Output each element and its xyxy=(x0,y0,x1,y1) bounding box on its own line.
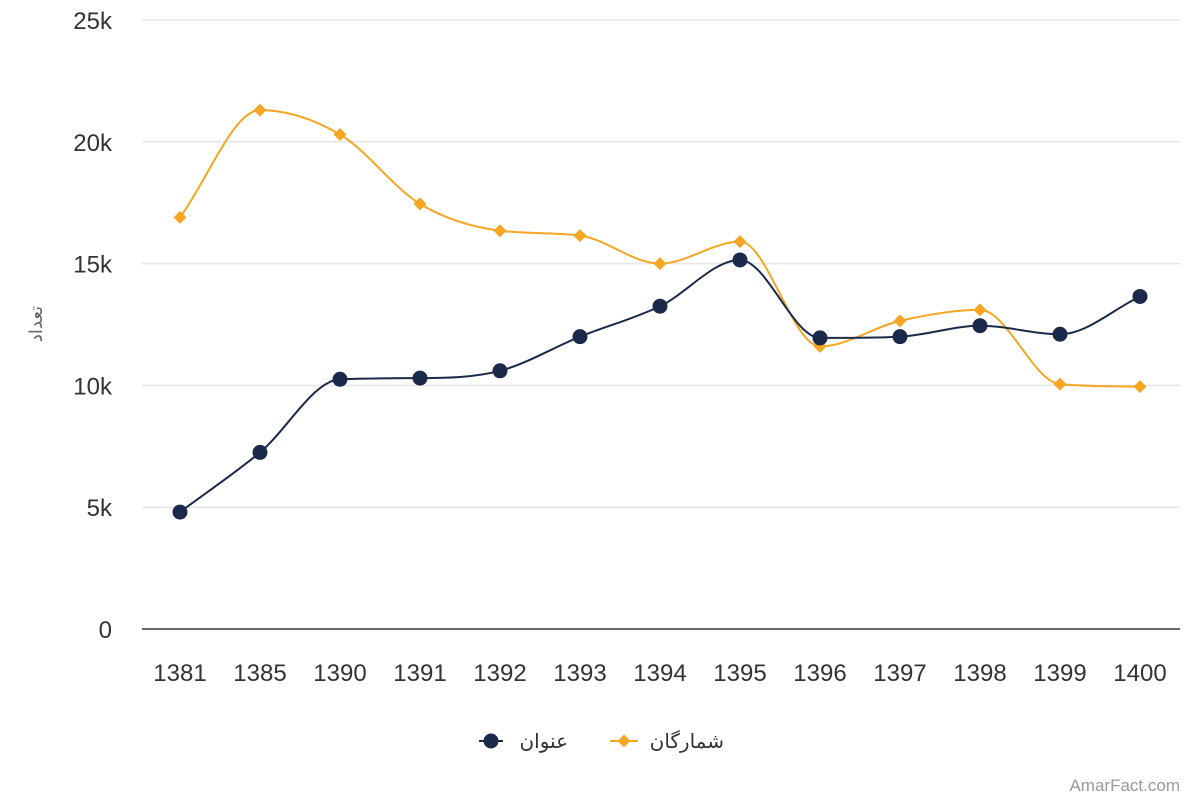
data-point[interactable] xyxy=(653,257,667,271)
data-point[interactable] xyxy=(893,314,907,328)
data-point[interactable] xyxy=(812,330,828,346)
y-tick-label: 10k xyxy=(73,373,113,400)
y-tick-label: 20k xyxy=(73,130,113,157)
x-tick-label: 1396 xyxy=(793,660,846,687)
data-point[interactable] xyxy=(733,235,747,249)
x-tick-label: 1390 xyxy=(313,660,366,687)
data-point[interactable] xyxy=(573,229,587,243)
data-point[interactable] xyxy=(172,504,188,520)
legend-marker[interactable] xyxy=(617,734,631,748)
data-point[interactable] xyxy=(1053,377,1067,391)
y-tick-label: 15k xyxy=(73,252,113,279)
data-point[interactable] xyxy=(412,370,428,386)
series-line xyxy=(179,109,1141,388)
y-tick-label: 5k xyxy=(87,495,113,522)
x-tick-label: 1397 xyxy=(873,660,926,687)
y-axis-title: تعداد xyxy=(26,306,47,342)
data-point[interactable] xyxy=(492,363,508,379)
series-shomargan xyxy=(173,103,1147,394)
data-point[interactable] xyxy=(333,127,347,141)
legend-item-onvan[interactable]: عنوان xyxy=(479,729,568,753)
y-tick-label: 0 xyxy=(99,617,112,644)
credit-text[interactable]: AmarFact.com xyxy=(1069,776,1180,795)
data-point[interactable] xyxy=(173,210,187,224)
x-tick-label: 1393 xyxy=(553,660,606,687)
x-tick-label: 1381 xyxy=(153,660,206,687)
x-tick-label: 1385 xyxy=(233,660,286,687)
x-tick-label: 1398 xyxy=(953,660,1006,687)
x-tick-label: 1391 xyxy=(393,660,446,687)
data-point[interactable] xyxy=(332,371,348,387)
x-tick-label: 1392 xyxy=(473,660,526,687)
data-point[interactable] xyxy=(652,298,668,314)
data-point[interactable] xyxy=(892,329,908,345)
x-tick-label: 1395 xyxy=(713,660,766,687)
data-point[interactable] xyxy=(732,252,748,268)
data-point[interactable] xyxy=(572,329,588,345)
x-tick-label: 1400 xyxy=(1113,660,1166,687)
y-tick-label: 25k xyxy=(73,8,113,35)
data-point[interactable] xyxy=(252,444,268,460)
series-layer xyxy=(172,103,1148,520)
legend-marker[interactable] xyxy=(483,733,499,749)
x-tick-label: 1394 xyxy=(633,660,686,687)
data-point[interactable] xyxy=(973,303,987,317)
data-point[interactable] xyxy=(1132,288,1148,304)
x-tick-label: 1399 xyxy=(1033,660,1086,687)
data-point[interactable] xyxy=(1052,326,1068,342)
legend-label: عنوان xyxy=(519,729,568,753)
legend-item-shomargan[interactable]: شمارگان xyxy=(610,729,724,753)
data-point[interactable] xyxy=(972,318,988,334)
legend: عنوان شمارگان xyxy=(479,729,724,753)
data-point[interactable] xyxy=(1133,380,1147,394)
data-point[interactable] xyxy=(413,197,427,211)
legend-label: شمارگان xyxy=(650,729,724,753)
series-onvan xyxy=(172,252,1148,520)
x-axis-ticks: 1381 1385 1390 1391 1392 1393 1394 1395 1396 1397… xyxy=(153,660,1166,687)
data-point[interactable] xyxy=(253,103,267,117)
y-axis-ticks: 0 5k 10k 15k 20k 25k xyxy=(73,8,113,644)
data-point[interactable] xyxy=(493,224,507,238)
